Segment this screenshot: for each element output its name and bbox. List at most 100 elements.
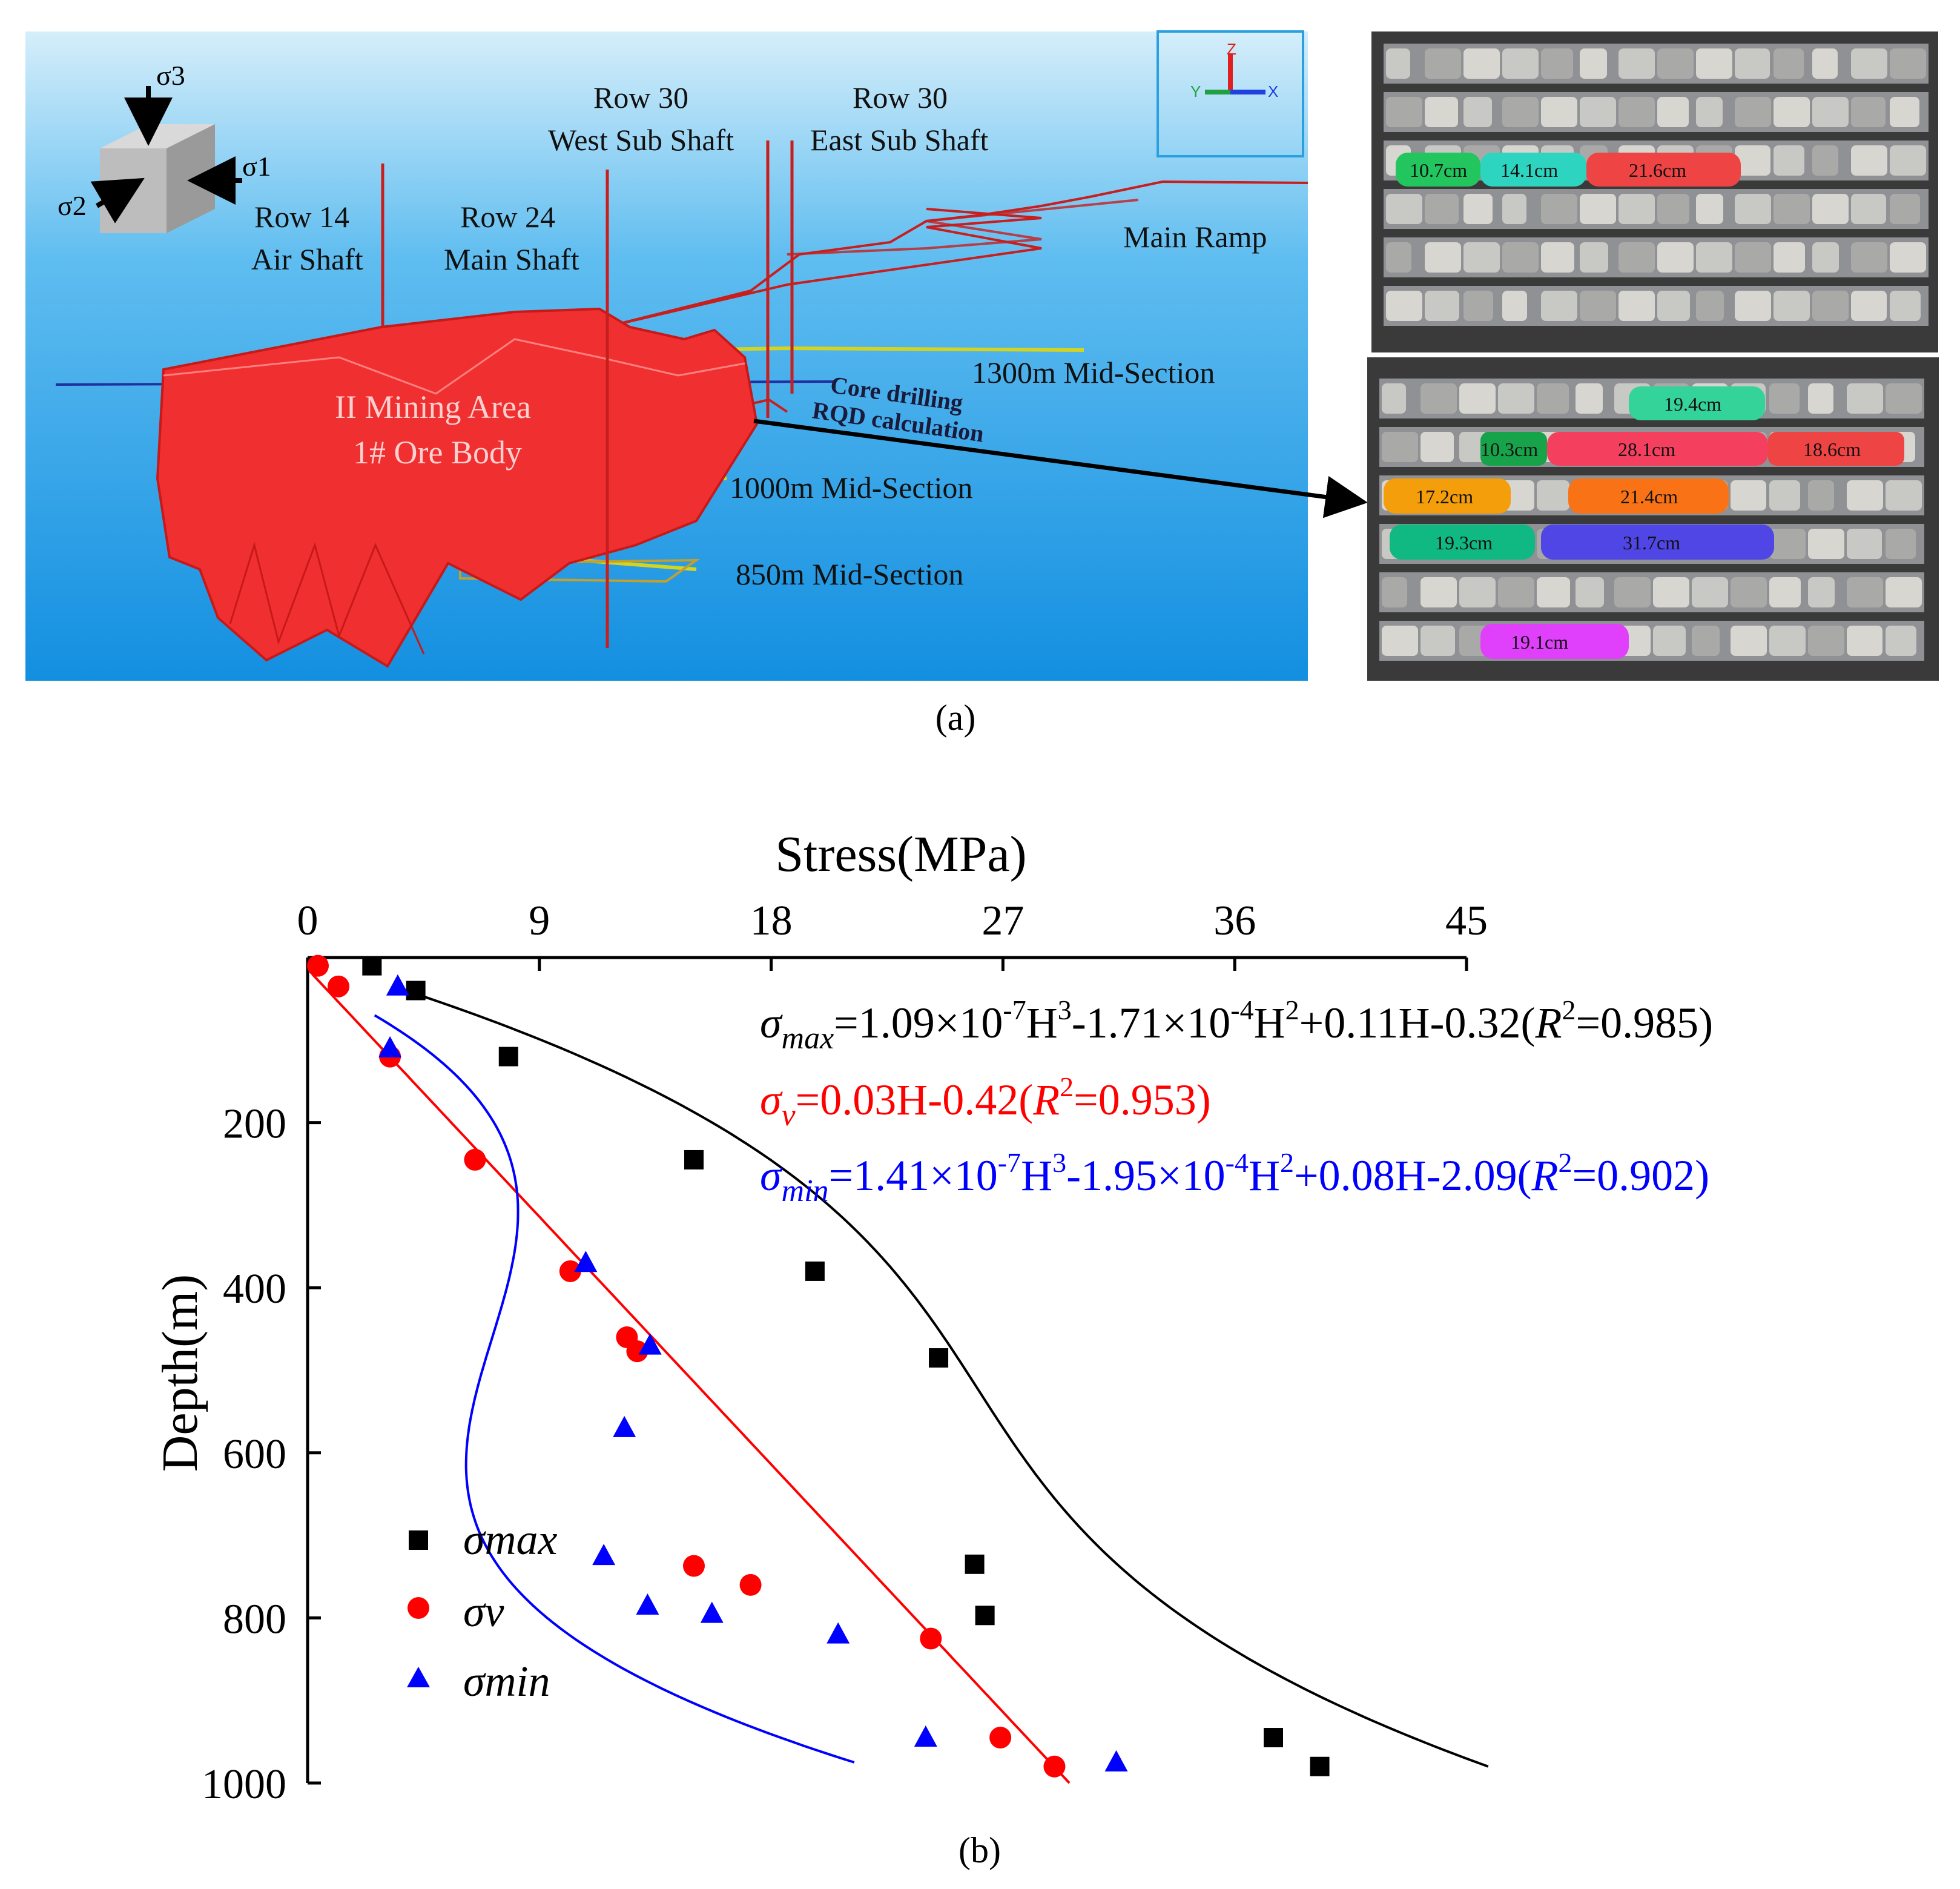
rock-fragment [1425, 97, 1458, 127]
row30w-label-2: West Sub Shaft [548, 123, 734, 157]
equation-max: σmax=1.09×10-7H3-1.71×10-4H2+0.11H-0.32(… [760, 994, 1713, 1056]
y-tick-label: 800 [223, 1596, 286, 1643]
legend-text-min: σmin [463, 1657, 550, 1705]
rock-fragment [1421, 626, 1455, 656]
rock-fragment [1421, 383, 1457, 414]
rock-fragment [1657, 242, 1694, 273]
rock-fragment [1541, 194, 1577, 224]
legend-text-v: σv [463, 1587, 504, 1636]
eq-max-e3: -4 [1230, 994, 1253, 1025]
rock-fragment [1618, 194, 1655, 224]
legend-label-min: σmin [463, 1657, 550, 1705]
rock-fragment [1735, 242, 1771, 273]
rock-fragment [1890, 291, 1921, 321]
core-label-bottom-2: 10.3cm [1480, 438, 1538, 460]
fit-curve-v [311, 973, 1071, 1784]
legend: σmax σv σmin [407, 1515, 558, 1705]
rock-fragment [1890, 97, 1919, 127]
rock-fragment [1576, 577, 1604, 607]
eq-max-r: R [1535, 999, 1562, 1047]
legend-marker-v [408, 1597, 429, 1619]
rock-fragment [1421, 432, 1454, 462]
fit-lines [311, 973, 1489, 1784]
rock-fragment [1847, 577, 1883, 607]
x-ticks: 0 9 18 27 36 45 [297, 898, 1488, 971]
core-label-top-1: 10.7cm [1410, 159, 1467, 181]
point-v [307, 954, 329, 977]
eq-min-e2: 3 [1052, 1147, 1066, 1178]
rock-fragment [1735, 194, 1771, 224]
panel-b-chart: Stress(MPa) Depth(m) 0 9 18 27 36 45 200 400 60… [152, 826, 1713, 1870]
rock-fragment [1618, 48, 1655, 79]
eq-min-t3: -1.95×10 [1066, 1151, 1226, 1200]
point-max [929, 1348, 949, 1368]
rock-fragment [1580, 291, 1616, 321]
rock-fragment [1541, 48, 1573, 79]
point-max [975, 1606, 995, 1626]
core-segment-bottom-6 [1568, 478, 1729, 514]
rock-fragment [1580, 48, 1607, 79]
rock-fragment [1382, 577, 1407, 607]
eq-max-t3: -1.71×10 [1072, 999, 1231, 1047]
rock-fragment [1463, 48, 1500, 79]
point-v [739, 1573, 762, 1596]
rock-fragment [1382, 383, 1406, 414]
rock-fragment [1580, 242, 1608, 273]
rock-fragment [1657, 48, 1694, 79]
rock-fragment [1731, 480, 1766, 511]
rock-fragment [1498, 577, 1534, 607]
rock-fragment [1657, 194, 1689, 224]
rock-fragment [1890, 194, 1920, 224]
core-label-bottom-8: 31.7cm [1623, 532, 1680, 554]
rock-fragment [1382, 432, 1418, 462]
rock-fragment [1847, 480, 1883, 511]
rock-fragment [1537, 577, 1570, 607]
eq-max-t5: +0.11H-0.32( [1299, 999, 1536, 1047]
point-max [1264, 1728, 1283, 1748]
eq-v-sub: v [782, 1098, 796, 1133]
core-label-bottom-1: 19.4cm [1664, 393, 1721, 415]
rock-fragment [1692, 577, 1728, 607]
rock-fragment [1812, 194, 1849, 224]
rock-fragment [1808, 383, 1833, 414]
panel-a-caption: (a) [935, 698, 976, 738]
rock-fragment [1851, 145, 1887, 176]
rock-fragment [1421, 577, 1457, 607]
point-v [683, 1555, 705, 1577]
rock-fragment [1735, 145, 1770, 176]
rock-fragment [1692, 626, 1720, 656]
legend-label-max: σmax [463, 1515, 558, 1564]
eq-max-e1: -7 [1003, 994, 1026, 1025]
rock-fragment [1769, 626, 1806, 656]
row14-label-2: Air Shaft [251, 242, 363, 276]
eq-max-t6: =0.985) [1576, 999, 1714, 1047]
rock-fragment [1618, 97, 1655, 127]
rock-fragment [1890, 48, 1926, 79]
rock-fragment [1851, 291, 1887, 321]
rock-fragment [1580, 194, 1616, 224]
x-tick-label: 9 [529, 898, 550, 944]
point-min [914, 1725, 937, 1747]
rock-fragment [1653, 626, 1686, 656]
rock-fragment [1812, 97, 1849, 127]
rock-fragment [1812, 145, 1838, 176]
ore-body-label-2: 1# Ore Body [353, 434, 522, 471]
point-min [592, 1544, 616, 1566]
core-label-bottom-7: 19.3cm [1435, 532, 1493, 554]
rock-fragment [1769, 577, 1801, 607]
eq-min-t4: H [1249, 1151, 1280, 1200]
rock-fragment [1382, 626, 1418, 656]
core-label-bottom-5: 17.2cm [1416, 486, 1473, 508]
ore-body-label-1: II Mining Area [335, 389, 531, 425]
rock-fragment [1463, 242, 1500, 273]
legend-marker-min [407, 1667, 430, 1687]
eq-max-t4: H [1254, 999, 1285, 1047]
rock-fragment [1459, 577, 1496, 607]
eq-v-t1: =0.03H-0.42( [796, 1076, 1034, 1124]
rock-fragment [1851, 48, 1887, 79]
legend-marker-max [409, 1530, 428, 1550]
eq-min-e3: -4 [1226, 1147, 1249, 1178]
rock-fragment [1808, 480, 1834, 511]
rock-fragment [1463, 194, 1493, 224]
rock-fragment [1618, 291, 1655, 321]
